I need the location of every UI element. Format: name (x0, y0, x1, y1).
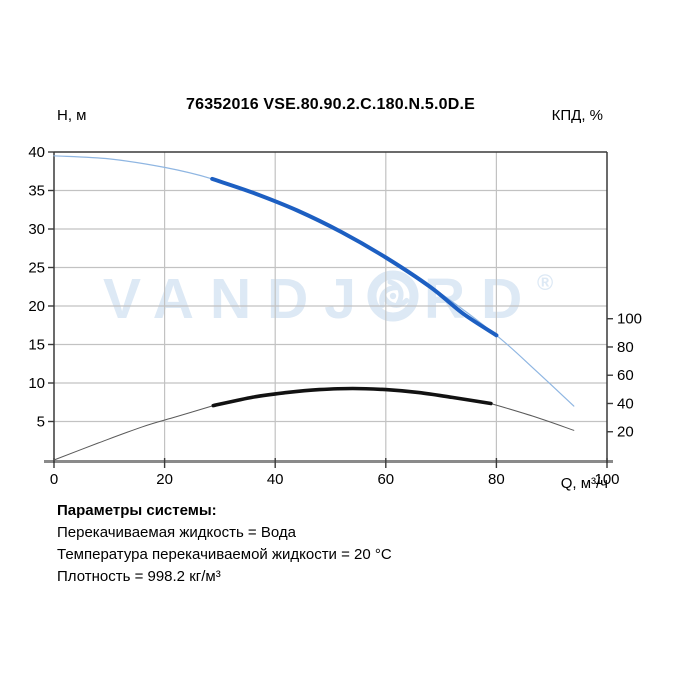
param-line-density: Плотность = 998.2 кг/м³ (57, 568, 221, 585)
param-line-temperature: Температура перекачиваемой жидкости = 20… (57, 546, 392, 563)
pump-curve-operating (210, 176, 499, 338)
y-right-tick-label: 100 (617, 311, 642, 328)
y-right-tick-label: 60 (617, 367, 634, 384)
param-line-liquid: Перекачиваемая жидкость = Вода (57, 524, 296, 541)
y-left-tick-label: 5 (37, 414, 45, 431)
x-axis-title: Q, м³/ч (560, 475, 608, 492)
y-right-tick-label: 40 (617, 395, 634, 412)
chart-title: 76352016 VSE.80.90.2.C.180.N.5.0D.E (186, 96, 475, 113)
watermark-text-right: RD (424, 267, 538, 331)
y-left-tick-label: 40 (28, 144, 45, 161)
registered-trademark-icon: ® (537, 270, 553, 295)
x-tick-label: 60 (377, 471, 394, 488)
y-left-tick-label: 30 (28, 221, 45, 238)
y-right-tick-label: 80 (617, 339, 634, 356)
y-right-tick-label: 20 (617, 424, 634, 441)
pump-performance-chart: VANDJ RD ® 5 10 15 20 25 30 35 40 20 40 60 80 100 0 20… (28, 144, 642, 488)
x-tick-label: 80 (488, 471, 505, 488)
impeller-icon (367, 270, 419, 322)
y-left-tick-label: 15 (28, 337, 45, 354)
y-left-tick-label: 20 (28, 298, 45, 315)
left-axis-title: Н, м (57, 107, 87, 124)
x-tick-label: 0 (50, 471, 58, 488)
system-parameters-block: Параметры системы: Перекачиваемая жидкос… (57, 500, 392, 588)
y-left-tick-label: 35 (28, 183, 45, 200)
right-axis-title: КПД, % (551, 107, 603, 124)
brand-watermark: VANDJ RD ® (103, 267, 553, 331)
x-tick-label: 100 (594, 471, 619, 488)
y-left-tick-label: 25 (28, 260, 45, 277)
efficiency-curve-extended-tail (490, 403, 575, 431)
watermark-text-left: VANDJ (103, 267, 372, 331)
x-tick-label: 20 (156, 471, 173, 488)
system-parameters-heading: Параметры системы: (57, 502, 217, 519)
efficiency-curve-operating (211, 386, 493, 408)
x-tick-label: 40 (267, 471, 284, 488)
efficiency-curve-extended-rise (53, 405, 214, 461)
y-left-tick-label: 10 (28, 375, 45, 392)
